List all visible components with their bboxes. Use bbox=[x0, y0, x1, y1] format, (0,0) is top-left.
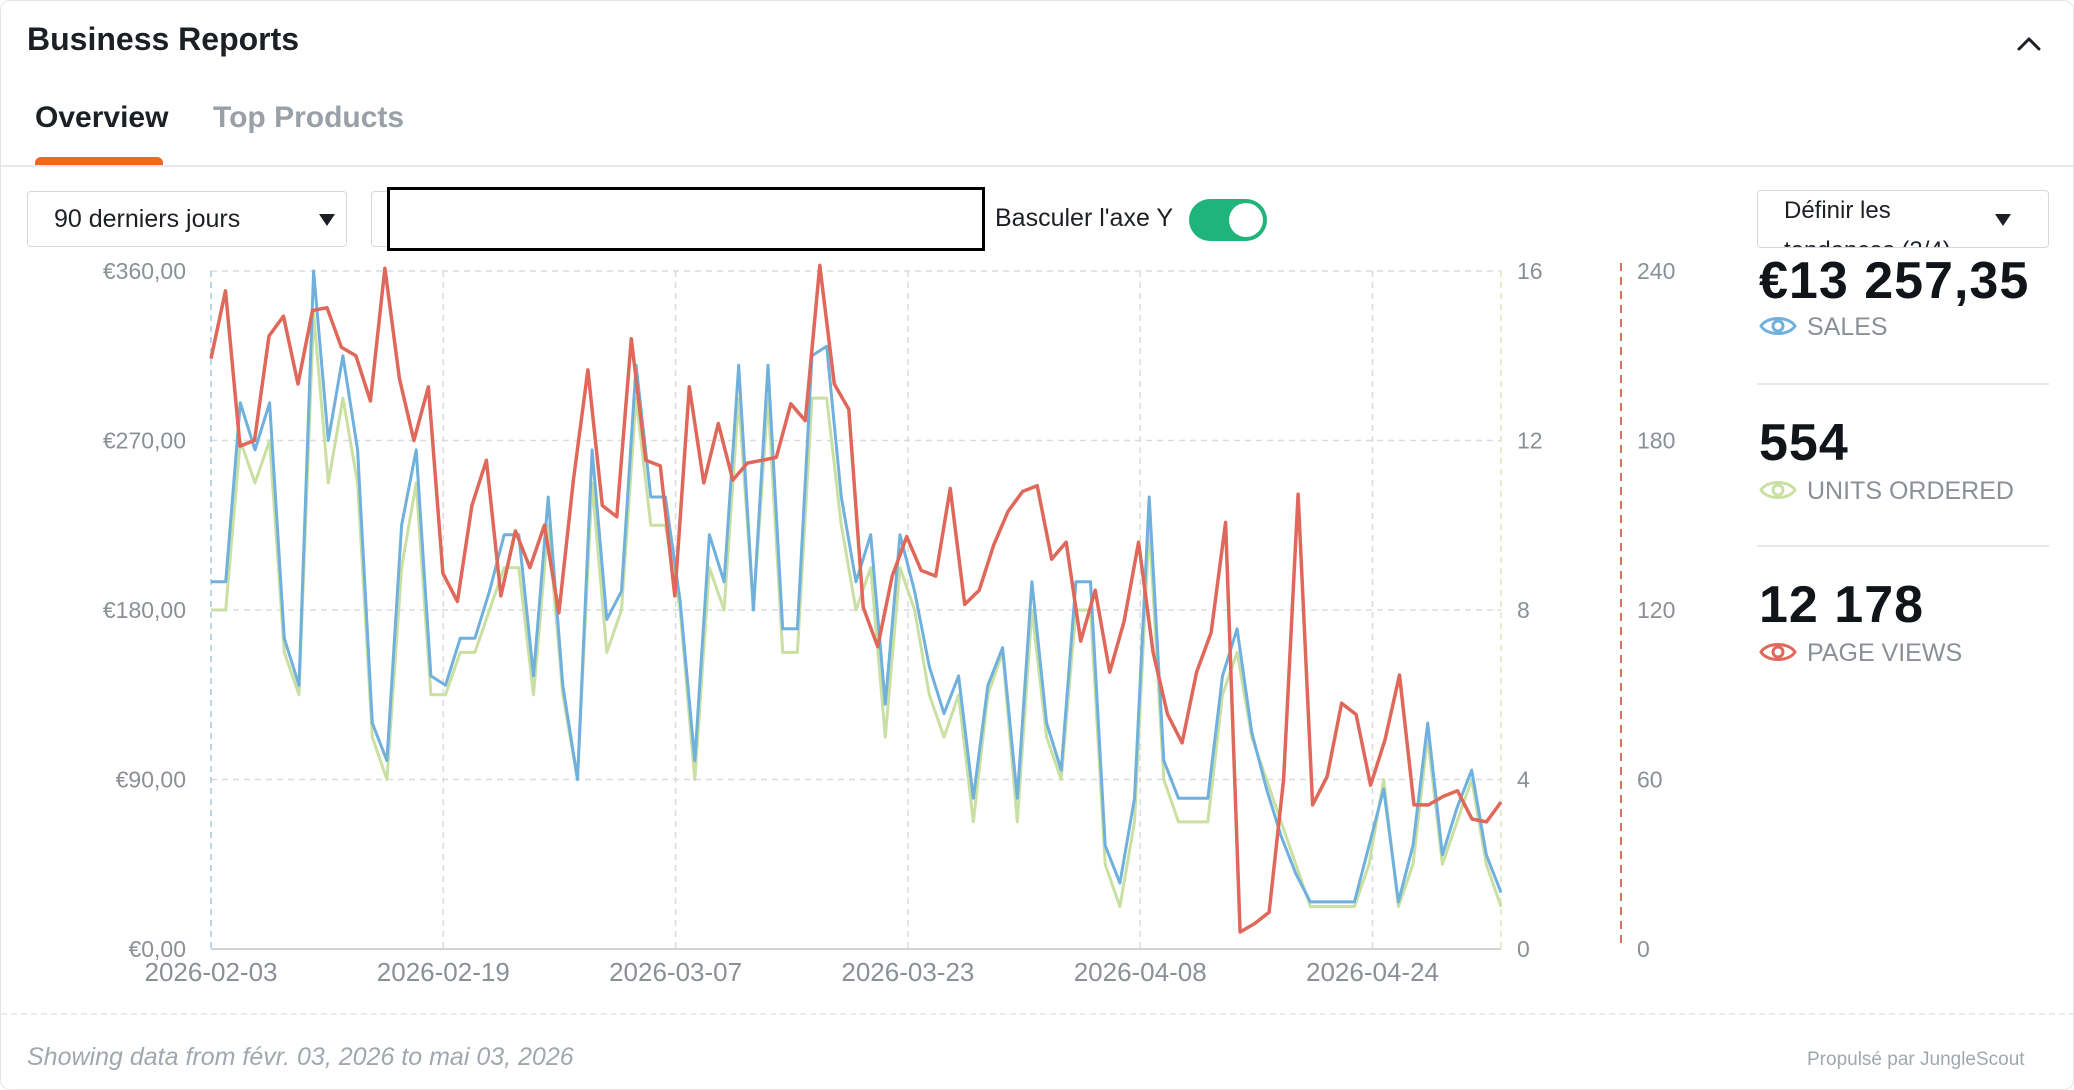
metric-pageviews-value: 12 178 bbox=[1759, 576, 1925, 634]
trend-select-label: Définir les tendances (3/4) bbox=[1784, 197, 1951, 247]
chevron-up-icon bbox=[2017, 37, 2041, 51]
period-select-label: 90 derniers jours bbox=[54, 205, 241, 233]
metric-sales-value: €13 257,35 bbox=[1759, 252, 2030, 310]
y-tick-label: €0,00 bbox=[128, 936, 186, 962]
footer-divider bbox=[1, 1013, 2074, 1015]
metric-divider bbox=[1757, 545, 2049, 547]
y-tick-label: 12 bbox=[1517, 428, 1543, 454]
y-tick-label: €90,00 bbox=[116, 767, 186, 793]
y-tick-label: €270,00 bbox=[103, 428, 186, 454]
caret-down-icon bbox=[319, 214, 335, 226]
x-tick-label: 2026-02-03 bbox=[145, 957, 278, 987]
x-tick-label: 2026-03-07 bbox=[609, 957, 742, 987]
x-tick-label: 2026-04-08 bbox=[1074, 957, 1207, 987]
y-tick-label: 60 bbox=[1637, 767, 1663, 793]
y-tick-label: 240 bbox=[1637, 258, 1675, 284]
y-tick-label: 8 bbox=[1517, 597, 1530, 623]
collapse-button[interactable] bbox=[2009, 23, 2049, 63]
period-select[interactable]: 90 derniers jours bbox=[27, 191, 347, 247]
x-tick-label: 2026-03-23 bbox=[841, 957, 974, 987]
y-tick-label: 0 bbox=[1637, 936, 1650, 962]
metric-units-value: 554 bbox=[1759, 414, 1849, 472]
x-tick-label: 2026-04-24 bbox=[1306, 957, 1439, 987]
metric-pageviews: 12 178 PAGE VIEWS bbox=[1759, 575, 1962, 667]
y-tick-label: 180 bbox=[1637, 428, 1675, 454]
y-tick-label: €360,00 bbox=[103, 258, 186, 284]
redacted-box bbox=[387, 187, 985, 251]
y-tick-label: 0 bbox=[1517, 936, 1530, 962]
y-tick-label: 16 bbox=[1517, 258, 1543, 284]
toggle-knob bbox=[1229, 203, 1263, 237]
series-line-pageviews bbox=[209, 263, 1503, 934]
tab-top-products[interactable]: Top Products bbox=[213, 101, 405, 134]
y-tick-label: 120 bbox=[1637, 597, 1675, 623]
toggle-y-axis-label: Basculer l'axe Y bbox=[995, 204, 1174, 232]
eye-icon[interactable] bbox=[1759, 639, 1797, 665]
metric-divider bbox=[1757, 383, 2049, 385]
metric-sales-label: SALES bbox=[1807, 313, 1888, 341]
metric-sales: €13 257,35 SALES bbox=[1759, 251, 2030, 341]
powered-by: Propulsé par JungleScout bbox=[1807, 1049, 2025, 1070]
toggle-y-axis-switch[interactable] bbox=[1189, 199, 1267, 241]
metric-pageviews-label: PAGE VIEWS bbox=[1807, 639, 1963, 667]
metric-units: 554 UNITS ORDERED bbox=[1759, 413, 2014, 505]
line-chart: 2026-02-03 2026-02-19 2026-03-07 2026-03-23… bbox=[103, 258, 1676, 987]
eye-icon[interactable] bbox=[1759, 477, 1797, 503]
trend-select[interactable]: Définir les tendances (3/4) bbox=[1757, 190, 2049, 248]
y-tick-label: €180,00 bbox=[103, 597, 186, 623]
series-line-units bbox=[211, 311, 1503, 909]
x-tick-label: 2026-02-19 bbox=[377, 957, 510, 987]
active-tab-indicator bbox=[35, 157, 163, 166]
metric-units-label: UNITS ORDERED bbox=[1807, 477, 2014, 505]
page-title: Business Reports bbox=[27, 21, 300, 57]
eye-icon[interactable] bbox=[1759, 313, 1797, 339]
series-line-sales bbox=[211, 269, 1503, 904]
tabs-divider bbox=[1, 165, 2074, 167]
tab-overview[interactable]: Overview bbox=[35, 101, 169, 134]
y-tick-label: 4 bbox=[1517, 767, 1530, 793]
date-range-note: Showing data from févr. 03, 2026 to mai … bbox=[27, 1043, 574, 1071]
caret-down-icon bbox=[1995, 214, 2011, 226]
